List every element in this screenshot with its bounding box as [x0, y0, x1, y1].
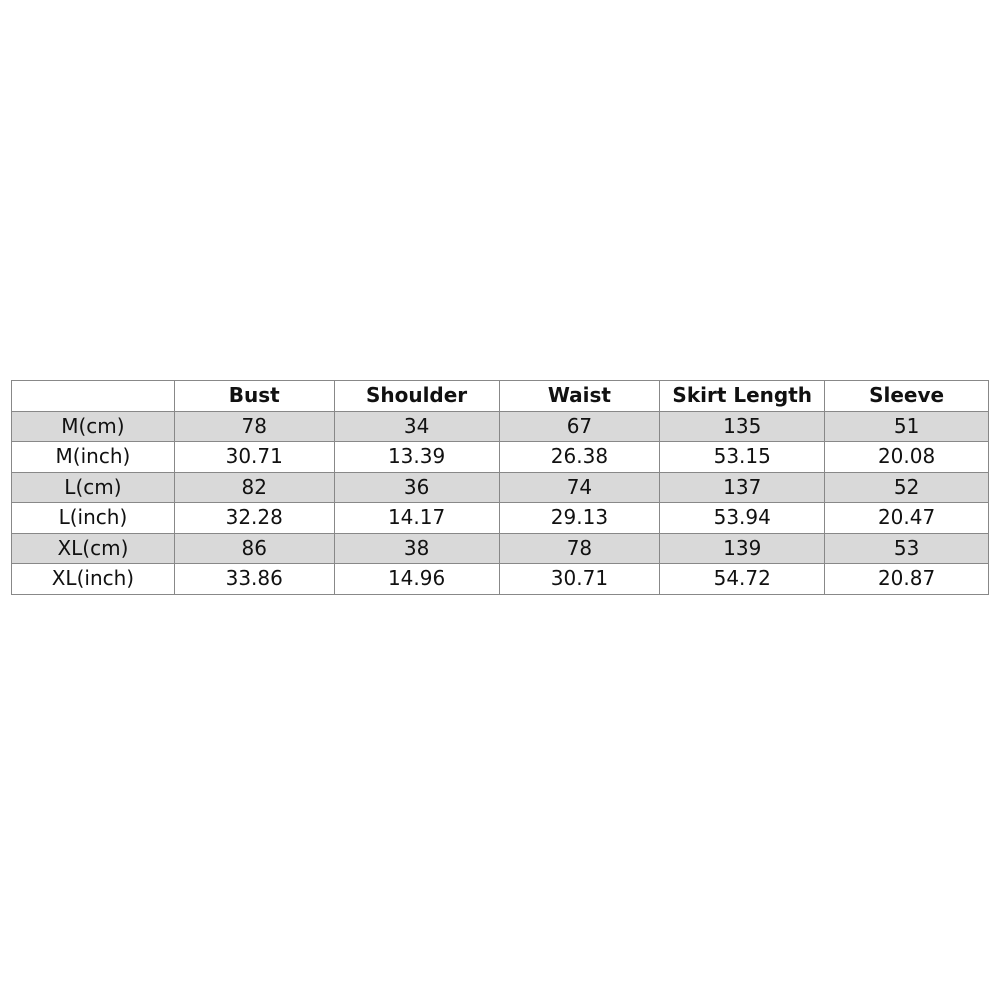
table-cell: 67 [498, 410, 661, 442]
size-chart-table: Bust Shoulder Waist Skirt Length Sleeve … [11, 380, 989, 595]
header-cell-sleeve: Sleeve [824, 380, 989, 412]
header-cell-bust: Bust [173, 380, 335, 412]
table-cell: 54.72 [659, 563, 826, 595]
table-row: XL(inch) 33.86 14.96 30.71 54.72 20.87 [11, 563, 989, 595]
table-cell: 20.87 [824, 563, 989, 595]
table-cell: 74 [498, 471, 661, 503]
row-label-cell: XL(cm) [11, 532, 175, 564]
header-cell-skirt-length: Skirt Length [659, 380, 826, 412]
header-cell-waist: Waist [498, 380, 661, 412]
header-cell-shoulder: Shoulder [333, 380, 500, 412]
table-row: M(cm) 78 34 67 135 51 [11, 410, 989, 442]
table-cell: 137 [659, 471, 826, 503]
table-cell: 52 [824, 471, 989, 503]
table-cell: 36 [333, 471, 500, 503]
row-label-cell: M(inch) [11, 441, 175, 473]
table-cell: 34 [333, 410, 500, 442]
table-row: M(inch) 30.71 13.39 26.38 53.15 20.08 [11, 441, 989, 473]
table-cell: 78 [498, 532, 661, 564]
row-label-cell: L(inch) [11, 502, 175, 534]
table-cell: 82 [173, 471, 335, 503]
row-label-cell: M(cm) [11, 410, 175, 442]
table-cell: 38 [333, 532, 500, 564]
table-cell: 51 [824, 410, 989, 442]
table-row: L(cm) 82 36 74 137 52 [11, 471, 989, 503]
table-cell: 139 [659, 532, 826, 564]
row-label-cell: XL(inch) [11, 563, 175, 595]
table-cell: 26.38 [498, 441, 661, 473]
table-row: XL(cm) 86 38 78 139 53 [11, 532, 989, 564]
table-cell: 30.71 [498, 563, 661, 595]
table-cell: 53.94 [659, 502, 826, 534]
table-cell: 14.96 [333, 563, 500, 595]
table-cell: 53.15 [659, 441, 826, 473]
table-cell: 13.39 [333, 441, 500, 473]
table-cell: 20.08 [824, 441, 989, 473]
table-cell: 20.47 [824, 502, 989, 534]
table-cell: 32.28 [173, 502, 335, 534]
table-cell: 78 [173, 410, 335, 442]
table-cell: 135 [659, 410, 826, 442]
table-cell: 30.71 [173, 441, 335, 473]
row-label-cell: L(cm) [11, 471, 175, 503]
header-cell-empty [11, 380, 175, 412]
header-row: Bust Shoulder Waist Skirt Length Sleeve [11, 380, 989, 412]
table-body: M(cm) 78 34 67 135 51 M(inch) 30.71 13.39 26.38 53… [11, 410, 989, 595]
table-cell: 86 [173, 532, 335, 564]
table-cell: 14.17 [333, 502, 500, 534]
table-cell: 53 [824, 532, 989, 564]
table-row: L(inch) 32.28 14.17 29.13 53.94 20.47 [11, 502, 989, 534]
table-cell: 33.86 [173, 563, 335, 595]
table-cell: 29.13 [498, 502, 661, 534]
